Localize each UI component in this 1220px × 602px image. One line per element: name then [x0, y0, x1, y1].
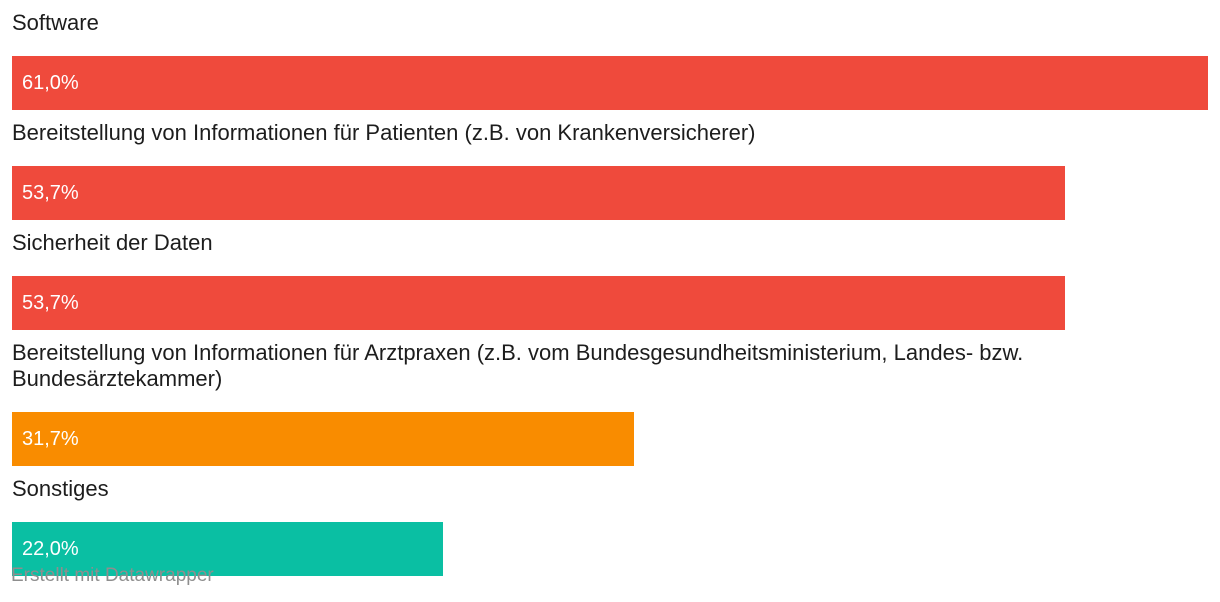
category-label: Bereitstellung von Informationen für Arz… — [12, 340, 1024, 391]
bar — [12, 56, 1208, 110]
value-label: 53,7% — [22, 292, 79, 314]
bar-track: 53,7% — [12, 166, 1208, 220]
bar-row: Software 61,0% — [12, 0, 1208, 110]
category-label: Sonstiges — [12, 476, 109, 501]
bar — [12, 412, 634, 466]
bar-row: Bereitstellung von Informationen für Arz… — [12, 330, 1208, 466]
value-label: 31,7% — [22, 428, 79, 450]
bar-track: 53,7% — [12, 276, 1208, 330]
value-label: 61,0% — [22, 72, 79, 94]
bar — [12, 166, 1065, 220]
datawrapper-credit: Erstellt mit Datawrapper — [11, 565, 214, 586]
bar — [12, 522, 444, 576]
bar — [12, 276, 1065, 330]
bar-row: Sicherheit der Daten 53,7% — [12, 220, 1208, 330]
category-label: Software — [12, 10, 99, 35]
value-label: 22,0% — [22, 538, 79, 560]
bar-row: Bereitstellung von Informationen für Pat… — [12, 110, 1208, 220]
bar-track: 31,7% — [12, 412, 1208, 466]
category-label: Sicherheit der Daten — [12, 230, 213, 255]
bar-track: 61,0% — [12, 56, 1208, 110]
bar-row: Sonstiges 22,0% — [12, 466, 1208, 576]
value-label: 53,7% — [22, 182, 79, 204]
category-label: Bereitstellung von Informationen für Pat… — [12, 120, 756, 145]
bar-track: 22,0% — [12, 522, 1208, 576]
